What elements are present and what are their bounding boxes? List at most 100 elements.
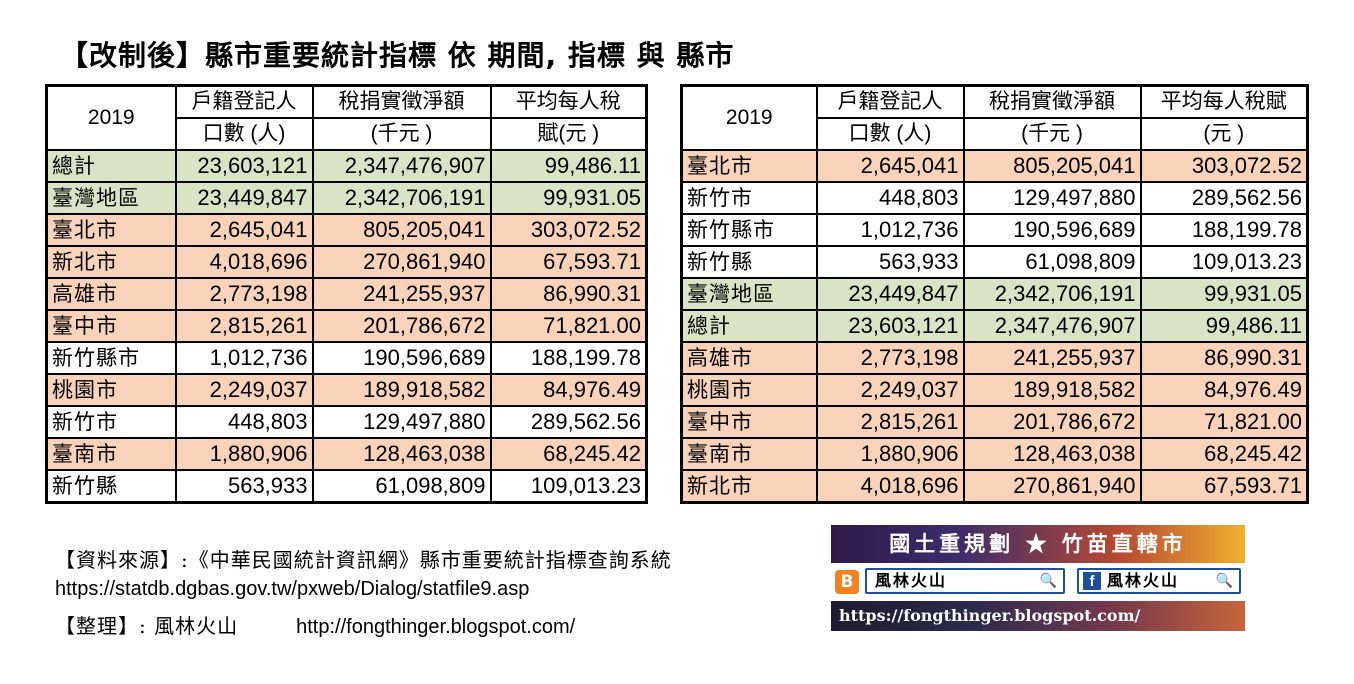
tax-cell: 189,918,582	[311, 373, 492, 407]
tax-cell: 270,861,940	[311, 245, 492, 279]
header-pop: 戶籍登記人	[174, 84, 314, 119]
table-row: 臺灣地區 23,449,847 2,342,706,191 99,931.05	[45, 181, 648, 215]
facebook-search-label: 風林火山	[1107, 571, 1180, 590]
population-cell: 2,773,198	[815, 341, 965, 375]
county-name: 新竹縣市	[680, 213, 818, 247]
avg-tax-cell: 109,013.23	[1139, 245, 1309, 279]
stats-table-left: 2019 戶籍登記人 稅捐實徵淨額 平均每人稅 口數 (人) (千元 ) 賦(元…	[45, 84, 648, 504]
table-row: 新竹縣 563,933 61,098,809 109,013.23	[680, 245, 1309, 279]
tax-cell: 2,342,706,191	[962, 277, 1142, 311]
table-row: 新竹市 448,803 129,497,880 289,562.56	[45, 405, 648, 439]
banner-url[interactable]: https://fongthinger.blogspot.com/	[831, 601, 1245, 631]
population-cell: 2,249,037	[174, 373, 314, 407]
population-cell: 4,018,696	[174, 245, 314, 279]
header-avg: 平均每人稅	[489, 84, 648, 119]
tax-cell: 190,596,689	[311, 341, 492, 375]
header-tax-unit: (千元 )	[962, 117, 1142, 151]
header-avg: 平均每人稅賦	[1139, 84, 1309, 119]
avg-tax-cell: 188,199.78	[489, 341, 648, 375]
table-row: 臺北市 2,645,041 805,205,041 303,072.52	[680, 149, 1309, 183]
population-cell: 23,603,121	[815, 309, 965, 343]
table-row: 臺灣地區 23,449,847 2,342,706,191 99,931.05	[680, 277, 1309, 311]
year-header: 2019	[680, 84, 818, 151]
header-pop-unit: 口數 (人)	[174, 117, 314, 151]
county-name: 總計	[680, 309, 818, 343]
stats-table-right: 2019 戶籍登記人 稅捐實徵淨額 平均每人稅賦 口數 (人) (千元 ) (元…	[680, 84, 1309, 504]
county-name: 臺北市	[45, 213, 177, 247]
compiler-line: 【整理】: 風林火山 http://fongthinger.blogspot.co…	[55, 610, 575, 639]
header-tax: 稅捐實徵淨額	[311, 84, 492, 119]
avg-tax-cell: 188,199.78	[1139, 213, 1309, 247]
table-row: 臺北市 2,645,041 805,205,041 303,072.52	[45, 213, 648, 247]
tax-cell: 61,098,809	[962, 245, 1142, 279]
tax-cell: 201,786,672	[311, 309, 492, 343]
population-cell: 2,645,041	[815, 149, 965, 183]
table-row: 桃園市 2,249,037 189,918,582 84,976.49	[680, 373, 1309, 407]
table-row: 桃園市 2,249,037 189,918,582 84,976.49	[45, 373, 648, 407]
tax-cell: 61,098,809	[311, 469, 492, 504]
table-row: 總計 23,603,121 2,347,476,907 99,486.11	[45, 149, 648, 183]
county-name: 臺南市	[45, 437, 177, 471]
table-row: 高雄市 2,773,198 241,255,937 86,990.31	[680, 341, 1309, 375]
tax-cell: 2,347,476,907	[311, 149, 492, 183]
header-tax: 稅捐實徵淨額	[962, 84, 1142, 119]
population-cell: 1,012,736	[815, 213, 965, 247]
county-name: 新竹縣	[45, 469, 177, 504]
county-name: 新竹縣市	[45, 341, 177, 375]
population-cell: 2,815,261	[174, 309, 314, 343]
population-cell: 23,449,847	[815, 277, 965, 311]
county-name: 桃園市	[680, 373, 818, 407]
county-name: 新北市	[680, 469, 818, 504]
avg-tax-cell: 68,245.42	[489, 437, 648, 471]
blogger-search-label: 風林火山	[875, 571, 948, 590]
avg-tax-cell: 86,990.31	[1139, 341, 1309, 375]
tax-cell: 128,463,038	[962, 437, 1142, 471]
facebook-search-box[interactable]: f 風林火山 🔍	[1077, 568, 1241, 594]
header-row: 2019 戶籍登記人 稅捐實徵淨額 平均每人稅	[45, 84, 648, 151]
population-cell: 563,933	[815, 245, 965, 279]
population-cell: 23,603,121	[174, 149, 314, 183]
compiler-label: 【整理】: 風林火山	[55, 614, 239, 638]
avg-tax-cell: 99,931.05	[489, 181, 648, 215]
blog-url[interactable]: http://fongthinger.blogspot.com/	[296, 616, 576, 638]
tax-cell: 805,205,041	[311, 213, 492, 247]
avg-tax-cell: 289,562.56	[489, 405, 648, 439]
banner-title: 國土重規劃 ★ 竹苗直轄市	[831, 525, 1245, 563]
source-url[interactable]: https://statdb.dgbas.gov.tw/pxweb/Dialog…	[55, 578, 530, 600]
blog-banner[interactable]: 國土重規劃 ★ 竹苗直轄市 B 風林火山 🔍 f 風林火山 🔍 https://…	[831, 525, 1245, 631]
avg-tax-cell: 99,931.05	[1139, 277, 1309, 311]
tax-cell: 201,786,672	[962, 405, 1142, 439]
county-name: 桃園市	[45, 373, 177, 407]
county-name: 總計	[45, 149, 177, 183]
blogger-search-box[interactable]: 風林火山 🔍	[865, 568, 1065, 594]
county-name: 高雄市	[45, 277, 177, 311]
tax-cell: 128,463,038	[311, 437, 492, 471]
county-name: 臺中市	[680, 405, 818, 439]
tax-cell: 805,205,041	[962, 149, 1142, 183]
tax-cell: 241,255,937	[311, 277, 492, 311]
avg-tax-cell: 303,072.52	[1139, 149, 1309, 183]
table-row: 臺中市 2,815,261 201,786,672 71,821.00	[45, 309, 648, 343]
avg-tax-cell: 67,593.71	[489, 245, 648, 279]
population-cell: 448,803	[815, 181, 965, 215]
county-name: 臺北市	[680, 149, 818, 183]
county-name: 新竹縣	[680, 245, 818, 279]
header-row: 口數 (人) (千元 ) 賦(元 )	[47, 117, 648, 151]
avg-tax-cell: 289,562.56	[1139, 181, 1309, 215]
population-cell: 448,803	[174, 405, 314, 439]
county-name: 臺灣地區	[680, 277, 818, 311]
avg-tax-cell: 86,990.31	[489, 277, 648, 311]
table-row: 臺南市 1,880,906 128,463,038 68,245.42	[680, 437, 1309, 471]
table-row: 臺南市 1,880,906 128,463,038 68,245.42	[45, 437, 648, 471]
population-cell: 23,449,847	[174, 181, 314, 215]
banner-search-strip: B 風林火山 🔍 f 風林火山 🔍	[831, 565, 1245, 599]
source-line: 【資料來源】:《中華民國統計資訊網》縣市重要統計指標查詢系統	[55, 548, 672, 572]
header-avg-unit: 賦(元 )	[489, 117, 648, 151]
table-row: 新北市 4,018,696 270,861,940 67,593.71	[680, 469, 1309, 504]
tax-cell: 270,861,940	[962, 469, 1142, 504]
avg-tax-cell: 71,821.00	[489, 309, 648, 343]
table-row: 高雄市 2,773,198 241,255,937 86,990.31	[45, 277, 648, 311]
table-row: 新竹縣市 1,012,736 190,596,689 188,199.78	[680, 213, 1309, 247]
search-icon: 🔍	[1039, 573, 1057, 589]
tax-cell: 190,596,689	[962, 213, 1142, 247]
